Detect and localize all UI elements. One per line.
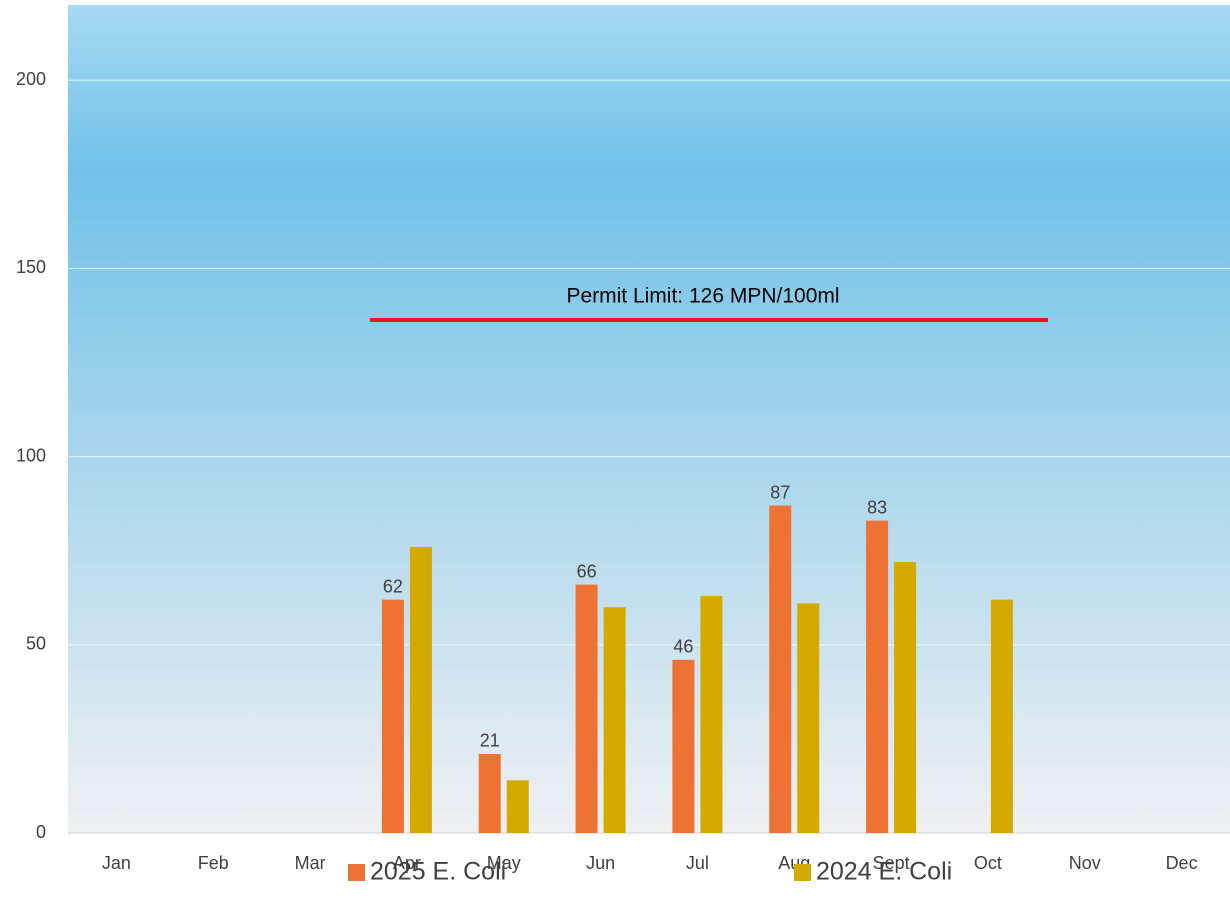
bar [866, 520, 889, 833]
legend-label: 2024 E. Coli [816, 858, 952, 886]
y-tick-label: 150 [16, 257, 46, 277]
x-tick-label: Apr [393, 853, 421, 873]
y-tick-label: 100 [16, 445, 46, 465]
data-label: 66 [577, 561, 597, 581]
x-tick-label: Jul [686, 853, 709, 873]
data-label: 87 [770, 482, 790, 502]
y-tick-label: 200 [16, 69, 46, 89]
legend-swatch [348, 864, 365, 881]
data-label: 46 [673, 637, 693, 657]
bar [575, 584, 598, 833]
legend-label: 2025 E. Coli [370, 858, 506, 886]
x-tick-label: Nov [1069, 853, 1101, 873]
plot-area [68, 5, 1230, 833]
legend-swatch [794, 864, 811, 881]
y-tick-label: 0 [36, 822, 46, 842]
bar [409, 546, 432, 833]
x-tick-label: Dec [1166, 853, 1198, 873]
bar [769, 505, 792, 833]
bar [478, 753, 501, 833]
bar [603, 607, 626, 833]
x-tick-label: Feb [198, 853, 229, 873]
bar [797, 603, 820, 833]
bar [990, 599, 1013, 833]
x-tick-label: Jun [586, 853, 615, 873]
data-label: 21 [480, 731, 500, 751]
data-label: 83 [867, 497, 887, 517]
y-tick-label: 50 [26, 634, 46, 654]
bar [894, 562, 917, 833]
bar [381, 599, 404, 833]
x-tick-label: Jan [102, 853, 131, 873]
bar [672, 659, 695, 833]
x-tick-label: Sept [873, 853, 910, 873]
bar [700, 595, 723, 833]
x-tick-label: Oct [974, 853, 1002, 873]
x-tick-label: Mar [295, 853, 326, 873]
annotation: Permit Limit: 126 MPN/100ml [566, 285, 839, 308]
data-label: 62 [383, 576, 403, 596]
bar [506, 780, 529, 833]
x-tick-label: May [487, 853, 521, 873]
